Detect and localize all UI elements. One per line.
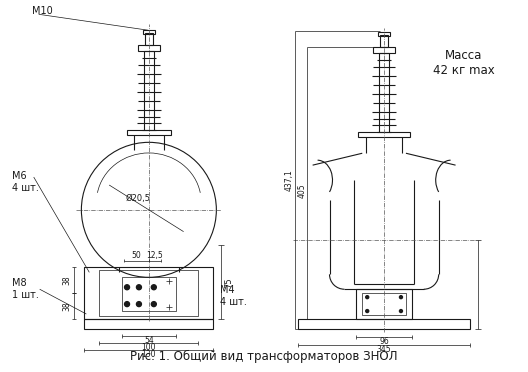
Bar [138,45,160,51]
Bar [145,33,153,45]
Text: 130: 130 [142,350,156,359]
Text: Рис. 1. Общий вид трансформаторов ЗНОЛ: Рис. 1. Общий вид трансформаторов ЗНОЛ [130,350,398,363]
Text: 75: 75 [225,277,234,288]
Circle shape [400,296,402,299]
Text: 100: 100 [142,343,156,352]
Text: 345: 345 [377,345,391,354]
Bar [122,277,176,311]
Text: М4
4 шт.: М4 4 шт. [220,285,247,307]
Bar [380,35,388,47]
Text: Масса
42 кг max: Масса 42 кг max [432,49,494,77]
Circle shape [136,285,142,290]
Text: М8
1 шт.: М8 1 шт. [12,278,39,300]
Bar [359,132,410,137]
Circle shape [136,302,142,307]
Circle shape [125,285,129,290]
Circle shape [152,302,156,307]
Circle shape [366,296,369,299]
Bar [143,30,155,34]
Bar [362,293,406,315]
Text: 405: 405 [297,184,306,198]
Text: Ø20,5: Ø20,5 [126,194,151,203]
Bar [84,267,213,319]
Circle shape [125,302,129,307]
Text: 437,1: 437,1 [284,169,294,191]
Text: М6
4 шт.: М6 4 шт. [12,171,39,193]
Text: М10: М10 [32,6,52,16]
Bar [84,319,213,329]
Text: 38: 38 [62,276,71,285]
Bar [127,131,171,135]
Text: 12,5: 12,5 [146,251,163,260]
Bar [373,47,395,53]
Bar [99,270,199,316]
Text: 50: 50 [131,251,142,260]
Bar [298,319,470,329]
Text: 96: 96 [379,337,389,346]
Text: 54: 54 [144,336,154,345]
Text: 38: 38 [62,301,71,311]
Circle shape [400,310,402,312]
Circle shape [152,285,156,290]
Bar [378,32,390,36]
Circle shape [366,310,369,312]
Bar [356,289,412,319]
